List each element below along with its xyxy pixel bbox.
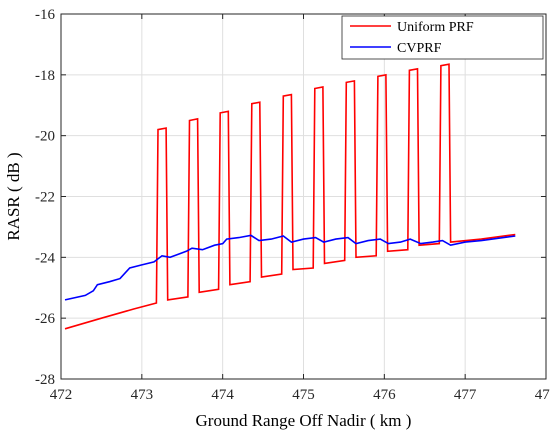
legend-label-cvprf: CVPRF — [397, 41, 442, 56]
x-tick-label: 474 — [211, 387, 234, 403]
legend-box — [341, 15, 544, 60]
y-tick-label: -16 — [35, 7, 55, 23]
x-tick-label: 478 — [535, 387, 550, 403]
legend-label-uniform-prf: Uniform PRF — [397, 20, 474, 35]
ticks: 472 473 474 475 476 477 478 -28 -26 -24 -22 -20 -18 -… — [35, 7, 550, 403]
x-axis-label: Ground Range Off Nadir ( km ) — [196, 411, 412, 430]
y-tick-label: -22 — [35, 190, 55, 206]
y-tick-label: -28 — [35, 372, 55, 388]
x-tick-label: 472 — [50, 387, 73, 403]
series-line-uniform-prf — [64, 63, 516, 330]
series-layer — [64, 63, 516, 330]
x-tick-label: 476 — [373, 387, 396, 403]
series-line-cvprf — [64, 234, 516, 301]
y-tick-label: -18 — [35, 68, 55, 84]
x-tick-label: 475 — [292, 387, 315, 403]
y-tick-label: -20 — [35, 129, 55, 145]
y-axis-label: RASR ( dB ) — [4, 152, 23, 240]
x-tick-label: 473 — [131, 387, 154, 403]
x-tick-label: 477 — [454, 387, 477, 403]
y-tick-label: -24 — [35, 250, 55, 266]
legend: Uniform PRF CVPRF — [341, 15, 544, 60]
y-tick-label: -26 — [35, 311, 55, 327]
